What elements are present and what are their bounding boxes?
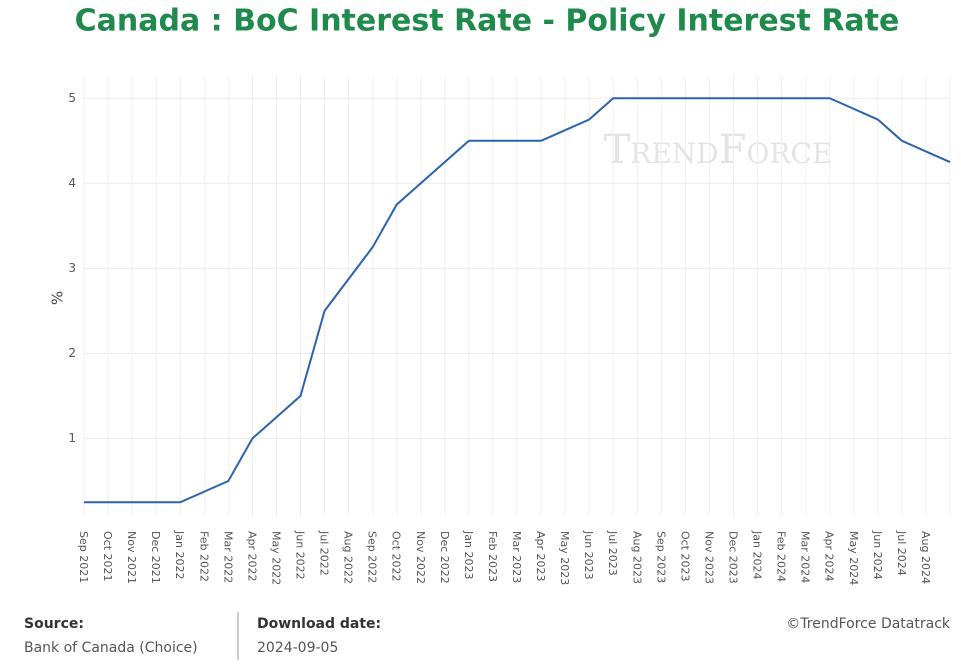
x-tick-label: Mar 2024: [799, 531, 812, 583]
x-tick-label: Sep 2021: [77, 531, 90, 583]
date: 2024-09-05: [257, 640, 338, 656]
x-tick-label: Oct 2021: [101, 531, 114, 582]
x-tick-label: Apr 2022: [245, 531, 258, 582]
credit: ©TrendForce Datatrack: [786, 616, 951, 632]
x-tick-label: Sep 2022: [366, 531, 379, 583]
y-tick-label: 3: [68, 261, 76, 275]
source-label: Source:: [24, 616, 84, 632]
x-tick-label: Dec 2022: [438, 531, 451, 584]
x-tick-label: Feb 2024: [775, 531, 788, 582]
chart-title: Canada : BoC Interest Rate - Policy Inte…: [75, 4, 900, 39]
x-tick-label: Aug 2024: [919, 531, 932, 584]
x-tick-label: Jun 2023: [582, 530, 595, 580]
x-tick-label: Sep 2023: [654, 531, 667, 583]
y-tick-label: 2: [68, 346, 76, 360]
y-tick-label: 1: [68, 431, 76, 445]
x-tick-label: Jul 2024: [895, 530, 908, 576]
x-tick-label: May 2024: [847, 531, 860, 585]
date-label: Download date:: [257, 616, 381, 632]
x-tick-label: Jan 2022: [173, 530, 186, 579]
x-tick-label: Jul 2023: [606, 530, 619, 576]
source: Bank of Canada (Choice): [24, 640, 198, 656]
x-tick-label: Apr 2023: [534, 531, 547, 582]
x-tick-label: Jan 2023: [462, 530, 475, 579]
x-tick-label: Mar 2023: [510, 531, 523, 583]
x-tick-label: Feb 2022: [197, 531, 210, 582]
x-tick-label: May 2023: [558, 531, 571, 585]
x-tick-label: Jun 2022: [294, 530, 307, 580]
x-tick-label: Dec 2023: [727, 531, 740, 584]
x-tick-label: Nov 2022: [414, 531, 427, 584]
x-tick-label: May 2022: [269, 531, 282, 585]
x-tick-label: Aug 2023: [630, 531, 643, 584]
x-tick-label: Jul 2022: [318, 530, 331, 576]
y-axis-label: %: [49, 291, 67, 305]
x-tick-label: Aug 2022: [342, 531, 355, 584]
x-tick-label: Mar 2022: [221, 531, 234, 583]
x-tick-label: Dec 2021: [149, 531, 162, 584]
y-tick-label: 4: [68, 176, 76, 190]
x-tick-label: Oct 2023: [678, 531, 691, 582]
x-tick-label: Nov 2021: [125, 531, 138, 584]
y-tick-label: 5: [68, 91, 76, 105]
x-tick-label: Nov 2023: [702, 531, 715, 584]
line-series: [84, 97, 951, 504]
x-tick-label: Apr 2024: [823, 531, 836, 582]
watermark: TrendForce: [604, 127, 833, 173]
x-tick-label: Feb 2023: [486, 531, 499, 582]
x-tick-label: Jun 2024: [871, 530, 884, 580]
x-tick-label: Oct 2022: [390, 531, 403, 582]
x-tick-label: Jan 2024: [751, 530, 764, 579]
